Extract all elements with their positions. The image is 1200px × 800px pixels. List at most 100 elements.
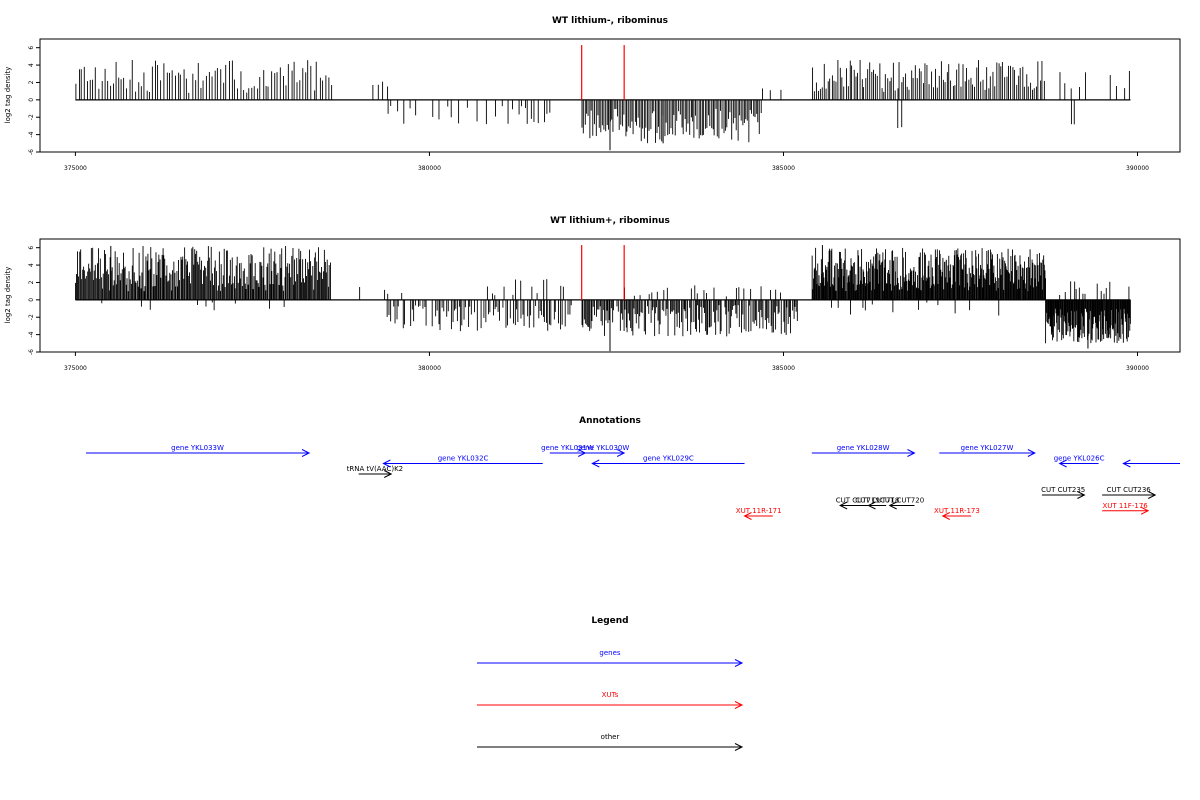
y-axis-label: log2 tag density (4, 67, 12, 124)
annotation-feature: XUT 11R-171 (736, 507, 782, 520)
legend-items: genes XUTs other (477, 649, 744, 751)
legend-item: genes (477, 649, 744, 667)
y-tick-label: -6 (28, 349, 35, 355)
y-tick-label: 0 (28, 298, 35, 302)
annotation-feature: gene YKL028W (811, 444, 916, 457)
feature-arrowhead (1027, 449, 1036, 457)
feature-arrowhead (1147, 491, 1157, 499)
feature-label: gene YKL027W (961, 444, 1014, 452)
legend-label: genes (599, 649, 620, 657)
plot-frame (39, 38, 1181, 153)
annotation-feature: gene YKL032C (382, 455, 543, 468)
feature-arrowhead (383, 470, 393, 478)
feature-arrowhead (1058, 459, 1067, 468)
x-tick-label: 375000 (64, 365, 87, 372)
annotations-title: Annotations (579, 416, 641, 426)
annotation-feature (1122, 459, 1180, 468)
annotation-feature: gene YKL029C (591, 455, 745, 468)
feature-label: XUT 11R-173 (934, 507, 980, 515)
feature-label: gene YKL031W (541, 444, 594, 452)
legend-item: other (477, 733, 744, 751)
feature-label: tRNA tV(AAC)K2 (347, 465, 403, 473)
y-tick-label: 2 (28, 80, 35, 84)
feature-arrowhead (941, 512, 951, 520)
feature-label: gene YKL028W (837, 444, 890, 452)
annotation-feature: gene YKL026C (1054, 455, 1105, 468)
plot-frame (39, 238, 1181, 353)
annotation-feature: tRNA tV(AAC)K2 (347, 465, 403, 478)
feature-label: CUT CUT718 (855, 497, 899, 505)
y-tick-label: 0 (28, 98, 35, 102)
x-tick-label: 380000 (418, 165, 441, 172)
y-tick-label: -6 (28, 149, 35, 155)
panel-title: WT lithium+, ribominus (550, 216, 670, 226)
legend-label: other (601, 733, 620, 741)
y-tick-label: 2 (28, 280, 35, 284)
annotation-feature: CUT CUT718 (855, 497, 899, 510)
feature-arrowhead (616, 449, 626, 457)
feature-label: gene YKL026C (1054, 455, 1105, 463)
density-bars (75, 60, 1130, 151)
legend-title: Legend (591, 616, 628, 626)
x-tick-label: 390000 (1126, 165, 1149, 172)
feature-arrowhead (867, 501, 876, 510)
y-tick-label: -2 (28, 314, 35, 320)
annotation-features: gene YKL033W tRNA tV(AAC)K2 gene YKL032C ge… (86, 444, 1180, 520)
y-tick-label: -2 (28, 114, 35, 120)
x-tick-label: 390000 (1126, 365, 1149, 372)
annotation-feature: XUT 11F-176 (1102, 502, 1150, 515)
feature-label: gene YKL029C (643, 455, 694, 463)
feature-arrowhead (1140, 506, 1150, 515)
y-tick-label: 6 (28, 46, 35, 50)
x-tick-label: 385000 (772, 365, 795, 372)
feature-label: XUT 11F-176 (1102, 502, 1148, 510)
legend-arrowhead (734, 743, 744, 751)
y-tick-label: 4 (28, 63, 35, 67)
y-tick-label: 4 (28, 263, 35, 267)
legend-item: XUTs (477, 691, 744, 709)
feature-arrowhead (1077, 491, 1086, 499)
annotation-feature: gene YKL033W (86, 444, 311, 457)
annotation-feature: XUT 11R-173 (934, 507, 980, 520)
annotation-feature: CUT CUT235 (1041, 486, 1086, 499)
legend: Legend genes XUTs other (477, 616, 744, 751)
feature-arrowhead (743, 512, 752, 520)
feature-arrowhead (1122, 459, 1131, 468)
annotation-feature: CUT CUT236 (1102, 486, 1157, 499)
density-bars (75, 245, 1131, 352)
x-tick-label: 380000 (418, 365, 441, 372)
panel-lithium-plus: WT lithium+, ribominus log2 tag density … (4, 216, 1181, 372)
feature-label: CUT CUT236 (1107, 486, 1152, 494)
feature-label: CUT CUT719 (836, 497, 880, 505)
annotation-feature: gene YKL030W (577, 444, 630, 457)
y-tick-label: 6 (28, 246, 35, 250)
feature-arrowhead (382, 459, 391, 468)
chart-marks: 6 4 2 0 -2 -4 -6 375000 380000 385000 390000 (28, 45, 1149, 172)
feature-arrowhead (888, 501, 897, 510)
y-axis-label: log2 tag density (4, 267, 12, 324)
x-tick-label: 375000 (64, 165, 87, 172)
feature-arrowhead (301, 449, 311, 457)
feature-label: CUT CUT720 (880, 497, 924, 505)
feature-arrowhead (591, 459, 600, 468)
legend-arrowhead (734, 701, 744, 709)
panel-lithium-minus: WT lithium-, ribominus log2 tag density … (4, 16, 1181, 172)
y-tick-label: -4 (28, 131, 35, 137)
annotation-feature: CUT CUT720 (880, 497, 924, 510)
y-tick-label: -4 (28, 331, 35, 337)
legend-label: XUTs (602, 691, 619, 699)
feature-arrowhead (907, 449, 916, 457)
chart-marks: 6 4 2 0 -2 -4 -6 375000 380000 385000 390000 (28, 245, 1149, 372)
feature-label: gene YKL032C (438, 455, 489, 463)
panel-title: WT lithium-, ribominus (552, 16, 668, 26)
legend-arrowhead (734, 659, 744, 667)
feature-label: gene YKL033W (171, 444, 224, 452)
annotation-feature: gene YKL027W (939, 444, 1036, 457)
feature-label: XUT 11R-171 (736, 507, 782, 515)
feature-label: gene YKL030W (577, 444, 630, 452)
feature-arrowhead (839, 501, 848, 510)
feature-label: CUT CUT235 (1041, 486, 1085, 494)
x-tick-label: 385000 (772, 165, 795, 172)
